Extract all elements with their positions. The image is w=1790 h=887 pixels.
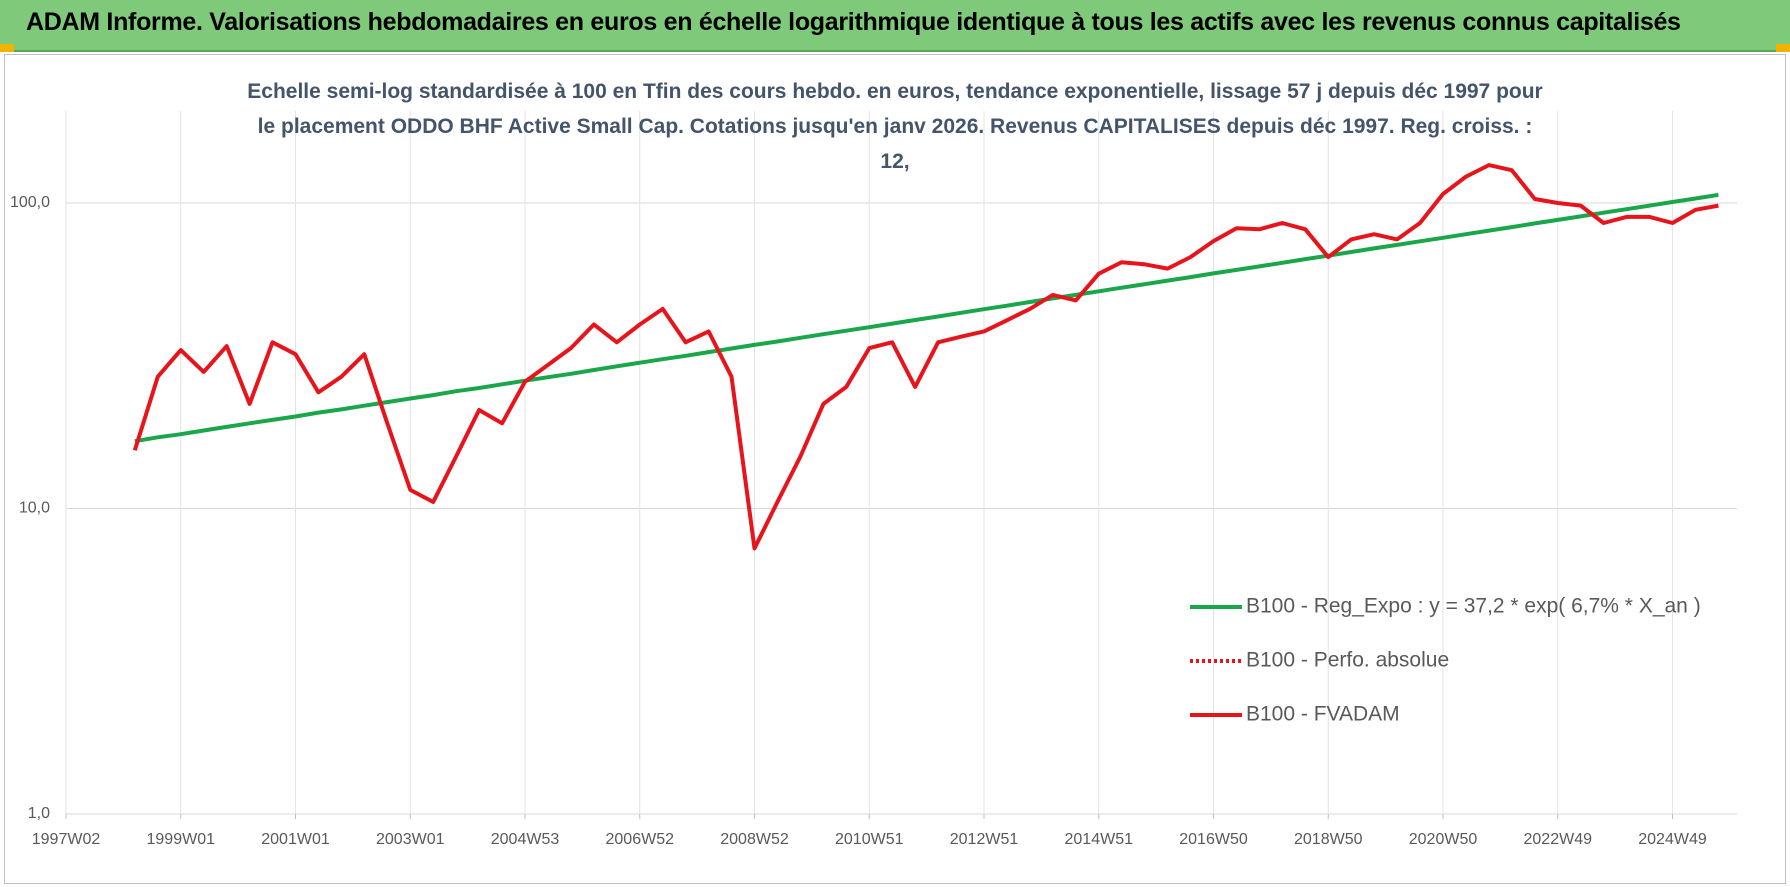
series-line — [134, 192, 1719, 444]
chart-frame — [4, 54, 1786, 884]
corner — [1776, 44, 1790, 52]
y-tick-label: 10,0 — [19, 500, 50, 517]
x-tick-label: 2022W49 — [1524, 831, 1593, 848]
legend-label: B100 - FVADAM — [1246, 703, 1400, 726]
x-tick-label: 2008W52 — [720, 831, 789, 848]
corner — [0, 44, 14, 52]
x-tick-label: 2003W01 — [376, 831, 445, 848]
x-tick-label: 2020W50 — [1409, 831, 1478, 848]
x-tick-label: 1999W01 — [147, 831, 216, 848]
x-tick-label: 2018W50 — [1294, 831, 1363, 848]
legend-label: B100 - Perfo. absolue — [1246, 649, 1449, 672]
series-line — [132, 163, 1719, 551]
x-tick-label: 2001W01 — [261, 831, 330, 848]
x-tick-label: 2004W53 — [491, 831, 560, 848]
chart-subtitle: Echelle semi-log standardisée à 100 en T… — [247, 80, 1543, 173]
legend-label: B100 - Reg_Expo : y = 37,2 * exp( 6,7% *… — [1246, 595, 1701, 618]
x-tick-label: 2006W52 — [606, 831, 675, 848]
x-tick-label: 2014W51 — [1065, 831, 1134, 848]
x-tick-label: 2010W51 — [835, 831, 904, 848]
page-title: ADAM Informe. Valorisations hebdomadaire… — [26, 8, 1681, 36]
x-tick-label: 2012W51 — [950, 831, 1019, 848]
x-tick-label: 1997W02 — [32, 831, 101, 848]
x-tick-label: 2016W50 — [1179, 831, 1248, 848]
header-bar: ADAM Informe. Valorisations hebdomadaire… — [0, 0, 1790, 52]
y-tick-label: 1,0 — [28, 805, 50, 822]
y-tick-label: 100,0 — [10, 194, 50, 211]
x-tick-label: 2024W49 — [1638, 831, 1707, 848]
